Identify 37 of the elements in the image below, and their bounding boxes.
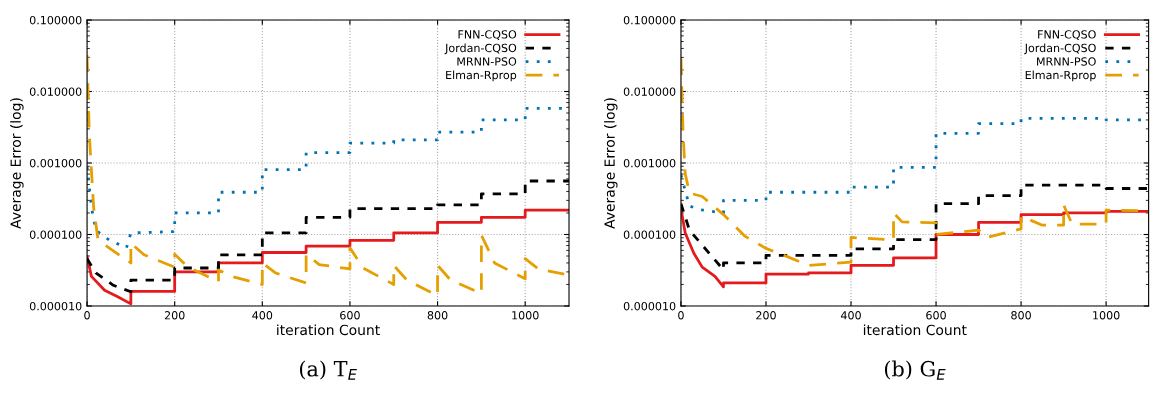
y-tick-label: 0.100000 xyxy=(29,15,82,25)
line-series xyxy=(680,207,1149,289)
y-tick-label: 0.000010 xyxy=(623,301,676,311)
legend-label: Elman-Rprop xyxy=(1025,70,1096,82)
y-tick-label: 0.000010 xyxy=(29,301,82,311)
x-tick-label: 400 xyxy=(840,311,861,320)
y-tick-label: 0.001000 xyxy=(29,158,82,168)
legend-label: Elman-Rprop xyxy=(446,70,517,82)
y-tick-label: 0.000100 xyxy=(623,230,676,239)
x-axis-title: iteration Count xyxy=(863,324,967,336)
x-tick-label: 200 xyxy=(164,311,185,320)
legend-label: FNN-CQSO xyxy=(458,30,517,40)
y-tick-label: 0.010000 xyxy=(29,87,82,96)
x-tick-label: 0 xyxy=(84,311,90,320)
x-tick-label: 800 xyxy=(427,311,448,320)
x-tick-label: 400 xyxy=(252,311,273,320)
y-tick-label: 0.100000 xyxy=(623,15,676,25)
text: (a) T$_{E}$ xyxy=(299,360,357,380)
legend-label: MRNN-PSO xyxy=(1037,57,1096,66)
legend-label: MRNN-PSO xyxy=(457,57,517,66)
y-axis-title: Average Error (log) xyxy=(10,98,24,229)
legend-label: FNN-CQSO xyxy=(1038,30,1096,40)
legend-label: Jordan-CQSO xyxy=(1024,43,1096,55)
x-tick-label: 1000 xyxy=(1093,311,1120,320)
y-axis-title: Average Error (log) xyxy=(604,98,618,229)
legend-label: Jordan-CQSO xyxy=(444,43,517,55)
x-tick-label: 1000 xyxy=(512,311,539,320)
text: (b) G$_{E}$ xyxy=(884,360,946,380)
y-tick-label: 0.000100 xyxy=(29,230,82,239)
y-tick-label: 0.010000 xyxy=(623,87,676,96)
y-tick-label: 0.001000 xyxy=(623,158,676,168)
x-axis-title: iteration Count xyxy=(277,324,380,336)
x-tick-label: 200 xyxy=(756,311,776,320)
x-tick-label: 600 xyxy=(340,311,360,320)
x-tick-label: 0 xyxy=(678,311,684,320)
x-tick-label: 600 xyxy=(926,311,946,320)
x-tick-label: 800 xyxy=(1011,311,1031,320)
